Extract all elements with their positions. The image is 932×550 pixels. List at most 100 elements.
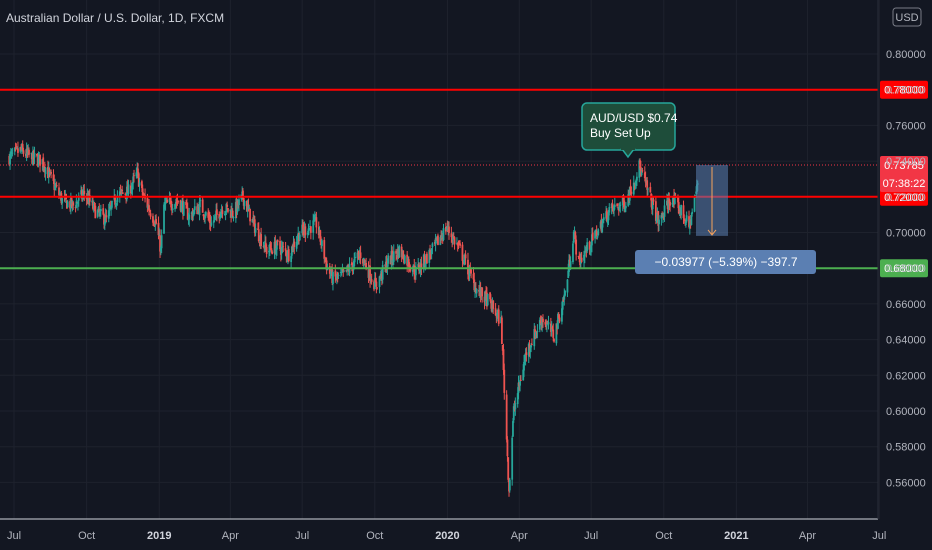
currency-button-label: USD [895,12,918,24]
candle-body [192,213,195,217]
candle-body [340,271,343,274]
candle-body [685,215,688,222]
candle-body [296,238,299,241]
candle-body [353,259,356,267]
candle-body [636,176,638,181]
candle-body [434,238,437,245]
level-tag-label: 0.78000 [884,85,924,97]
candle-body [54,186,57,188]
candle-body [152,221,155,225]
candle-body [547,322,550,325]
candle-body [269,245,272,249]
candle-body [680,204,683,216]
currency-button[interactable]: USD [892,7,922,27]
candle-body [103,214,105,225]
candle-body [395,250,398,254]
candle-body [461,244,464,261]
candle-body [557,315,560,318]
candle-body [158,234,161,236]
candle-body [177,200,180,202]
candle-body [693,197,696,212]
candle-body [264,242,267,248]
candle-body [528,344,531,351]
candle-body [651,201,654,210]
candle-body [428,250,431,263]
candle-body [564,290,566,296]
candle-body [365,262,368,269]
candle-body [673,198,676,204]
candle-body [531,344,533,346]
candle-body [254,228,257,233]
candle-body [354,256,356,259]
candle-body [516,393,519,405]
candle-body [658,219,660,225]
candle-body [602,220,604,224]
candle-body [553,339,555,342]
candle-body [279,241,281,250]
candle-body [274,241,277,254]
candle-body [657,211,660,226]
candle-body [44,167,47,175]
candle-body [470,269,473,274]
candle-body [423,255,426,266]
candle-body [468,268,471,277]
candle-body [9,153,11,165]
candle-body [375,281,378,287]
candle-body [229,209,232,212]
candle-body [519,380,521,386]
candle-body [557,313,559,329]
candle-body [691,211,694,214]
candle-body [448,226,450,233]
candle-body [15,145,18,148]
candle-body [420,263,423,269]
candle-body [138,182,141,186]
candle-body [148,211,151,213]
candle-body [148,205,150,211]
candle-body [118,191,121,196]
candle-body [243,201,246,207]
candle-body [291,246,293,256]
candle-body [530,345,533,348]
candle-body [247,204,250,209]
candle-body [562,299,565,302]
candle-body [204,212,207,216]
candle-body [226,204,229,207]
candle-body [77,195,80,201]
candle-body [456,242,458,244]
candle-body [569,261,572,268]
candle-body [682,205,685,219]
time-tick-label: 2020 [435,530,459,542]
candle-body [169,196,172,200]
candle-body [575,239,578,255]
candle-body [11,152,14,154]
candle-body [591,232,594,241]
level-tag [880,259,928,278]
candle-body [668,198,671,204]
candle-body [431,243,434,248]
candle-body [442,228,445,240]
candle-body [486,293,489,306]
candle-body [429,251,431,255]
measure-label-box [635,250,816,274]
candle-body [35,153,38,156]
candle-body [502,349,505,371]
candle-body [512,406,515,421]
candle-body [93,204,96,206]
price-tick-label: 0.72000 [886,192,926,204]
candle-body [81,194,84,198]
candle-body [325,260,328,271]
candle-body [624,206,627,209]
candle-body [218,213,221,219]
candle-body [677,196,679,203]
candle-body [168,198,171,203]
candle-body [232,217,235,218]
candle-body [175,201,178,203]
time-tick-label: Oct [78,530,95,542]
candle-body [75,201,78,208]
candle-body [578,256,581,259]
candle-body [522,369,525,381]
candle-body [641,170,644,172]
candle-body [319,230,322,242]
candle-body [285,251,288,257]
